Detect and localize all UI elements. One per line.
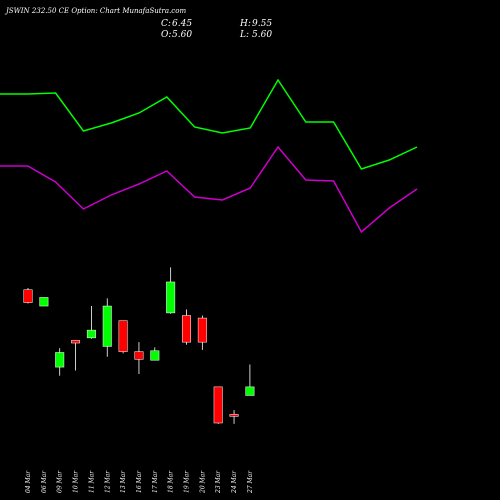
candle-down — [229, 414, 239, 417]
x-tick-label: 23 Mar — [215, 470, 222, 494]
candle-down — [23, 289, 33, 303]
open-label: O: — [161, 30, 171, 40]
upper-band-line — [0, 78, 418, 170]
open-value: 5.60 — [172, 30, 192, 40]
candle-up — [166, 281, 176, 314]
x-tick-label: 11 Mar — [88, 470, 95, 493]
low-value: 5.60 — [252, 30, 272, 40]
candle-down — [118, 320, 128, 352]
x-tick-label: 17 Mar — [152, 470, 159, 493]
x-axis-ticks: 04 Mar 06 Mar 09 Mar 10 Mar 11 Mar 12 Mar 13 M… — [25, 470, 254, 494]
high-label: H: — [239, 19, 251, 29]
close-label: C: — [161, 19, 171, 29]
candle-down — [182, 315, 191, 343]
lower-band-line — [0, 145, 418, 234]
x-tick-label: 24 Mar — [231, 470, 238, 494]
candle-down — [134, 351, 144, 360]
x-tick-label: 27 Mar — [247, 470, 254, 494]
x-tick-label: 13 Mar — [120, 470, 127, 493]
candles — [23, 267, 255, 424]
ohlc-readout: C: 6.45 H: 9.55 O: 5.60 L: 5.60 — [161, 19, 272, 40]
candle-down — [71, 340, 81, 344]
chart-title: JSWIN 232.50 CE Option: Chart MunafaSutr… — [4, 7, 186, 15]
candle-up — [55, 352, 65, 368]
candle-down — [197, 317, 207, 343]
x-tick-label: 06 Mar — [41, 470, 48, 493]
x-tick-label: 19 Mar — [184, 470, 191, 493]
x-tick-label: 16 Mar — [136, 470, 143, 493]
x-tick-label: 04 Mar — [25, 470, 32, 493]
candle-up — [245, 386, 255, 396]
candle-up — [150, 350, 160, 361]
x-tick-label: 12 Mar — [104, 470, 111, 493]
x-tick-label: 09 Mar — [57, 470, 64, 493]
candle-down — [213, 386, 223, 424]
candle-up — [39, 297, 49, 307]
x-tick-label: 10 Mar — [73, 470, 80, 493]
candle-up — [102, 305, 112, 347]
low-label: L: — [239, 30, 249, 40]
x-tick-label: 20 Mar — [199, 470, 206, 494]
close-value: 6.45 — [172, 19, 192, 29]
x-tick-label: 18 Mar — [168, 470, 175, 493]
candle-up — [86, 329, 96, 339]
high-value: 9.55 — [252, 19, 272, 29]
indicator-lines — [0, 78, 418, 234]
